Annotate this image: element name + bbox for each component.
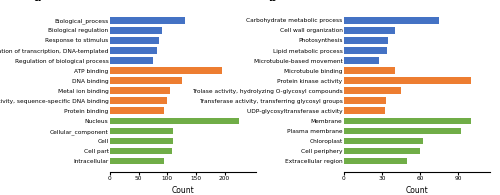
Bar [110, 98, 168, 104]
Bar [110, 107, 164, 114]
Bar [110, 37, 158, 44]
Bar [344, 17, 439, 24]
Bar [344, 57, 380, 64]
Bar [110, 148, 172, 154]
Bar [344, 47, 387, 54]
Text: a: a [34, 0, 42, 3]
Bar [344, 37, 389, 44]
X-axis label: Count: Count [406, 186, 428, 195]
Bar [344, 158, 408, 164]
X-axis label: Count: Count [172, 186, 194, 195]
Bar [110, 17, 184, 24]
Bar [110, 57, 153, 64]
Bar [110, 47, 157, 54]
Bar [344, 27, 395, 34]
Text: b: b [268, 0, 276, 3]
Bar [344, 118, 471, 124]
Bar [344, 107, 385, 114]
Bar [344, 67, 395, 74]
Bar [110, 158, 164, 164]
Bar [344, 148, 420, 154]
Bar [110, 67, 222, 74]
Bar [344, 87, 401, 94]
Bar [344, 98, 386, 104]
Bar [344, 128, 461, 134]
Bar [110, 77, 182, 84]
Bar [110, 87, 170, 94]
Bar [110, 138, 173, 144]
Bar [110, 27, 162, 34]
Bar [344, 138, 422, 144]
Bar [110, 128, 173, 134]
Bar [110, 118, 239, 124]
Bar [344, 77, 471, 84]
